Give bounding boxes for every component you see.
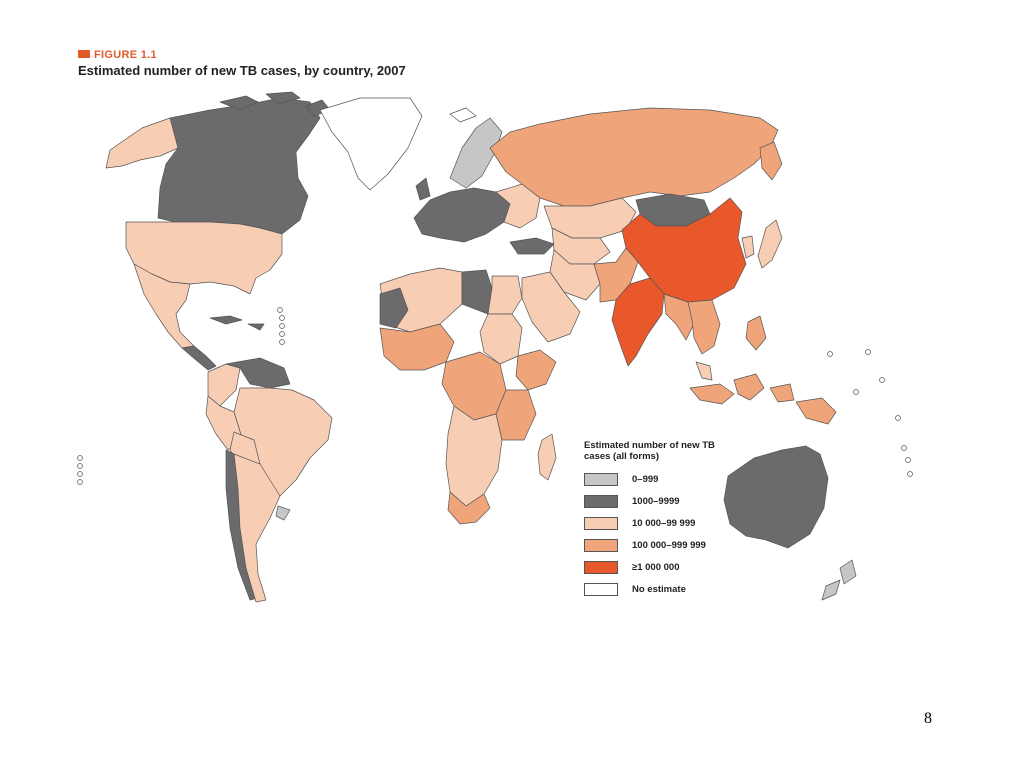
legend-label: 10 000–99 999 [632,517,696,529]
map-region-sudan [479,313,523,365]
map-region-south-africa [447,491,491,525]
figure-marker-icon [78,50,90,58]
legend-label: 0–999 [632,473,659,485]
map-region-iceland [449,107,477,123]
legend-item: 0–999 [584,468,724,490]
legend-label: ≥1 000 000 [632,561,680,573]
legend-swatch [584,560,618,574]
map-region-ethiopia [515,349,557,391]
legend-item: 10 000–99 999 [584,512,724,534]
map-region-mexico [133,263,195,349]
legend-item: No estimate [584,578,724,600]
legend-item: ≥1 000 000 [584,556,724,578]
legend-swatch [584,494,618,508]
map-region-australia [723,445,829,549]
map-region-japan [757,219,783,269]
map-region-uk [415,177,431,201]
map-region-arabian-peninsula [521,271,581,343]
legend-swatch [584,472,618,486]
map-region-caribbean [209,315,265,331]
legend-item: 100 000–999 999 [584,534,724,556]
legend-label: 100 000–999 999 [632,539,706,551]
map-region-alaska [105,117,183,169]
map-region-china [621,197,747,303]
map-region-southern-africa [445,405,503,507]
map-region-central-america [181,345,217,371]
map-region-libya [461,269,493,315]
map-region-indonesia [689,373,795,405]
map-region-argentina [233,453,281,603]
legend-item: 1000–9999 [584,490,724,512]
legend-title: Estimated number of new TB cases (all fo… [584,440,715,462]
legend-swatch [584,516,618,530]
map-region-west-africa [379,323,455,371]
legend-items: 0–999 1000–9999 10 000–99 999 100 000–999 9… [584,468,724,600]
map-region-indochina [687,299,721,355]
map-region-malaysia [695,361,713,381]
legend-label: No estimate [632,583,686,595]
map-legend: Estimated number of new TB cases (all fo… [584,440,724,600]
map-region-india [611,277,665,367]
figure-title: Estimated number of new TB cases, by cou… [78,63,406,78]
map-region-philippines [745,315,767,351]
map-region-new-zealand [821,559,857,601]
world-map [77,91,913,603]
map-region-venezuela-guianas [225,357,291,389]
map-region-uruguay [275,505,291,521]
map-region-madagascar [537,433,557,481]
map-region-scandinavia [449,117,503,189]
map-region-greenland [319,97,423,191]
map-region-central-africa [441,351,507,421]
legend-label: 1000–9999 [632,495,680,507]
map-region-russia [489,107,779,207]
figure-label-text: FIGURE 1.1 [94,49,157,61]
figure-label: FIGURE 1.1 [78,49,157,61]
map-region-kamchatka [759,141,783,181]
page-number: 8 [924,710,932,727]
legend-swatch [584,538,618,552]
map-region-egypt [487,275,523,315]
map-region-mauritania [379,287,409,329]
map-region-canada [157,97,321,235]
map-region-korea [741,235,755,259]
map-region-new-guinea [795,397,837,425]
legend-swatch [584,582,618,596]
map-region-turkey [509,237,555,255]
